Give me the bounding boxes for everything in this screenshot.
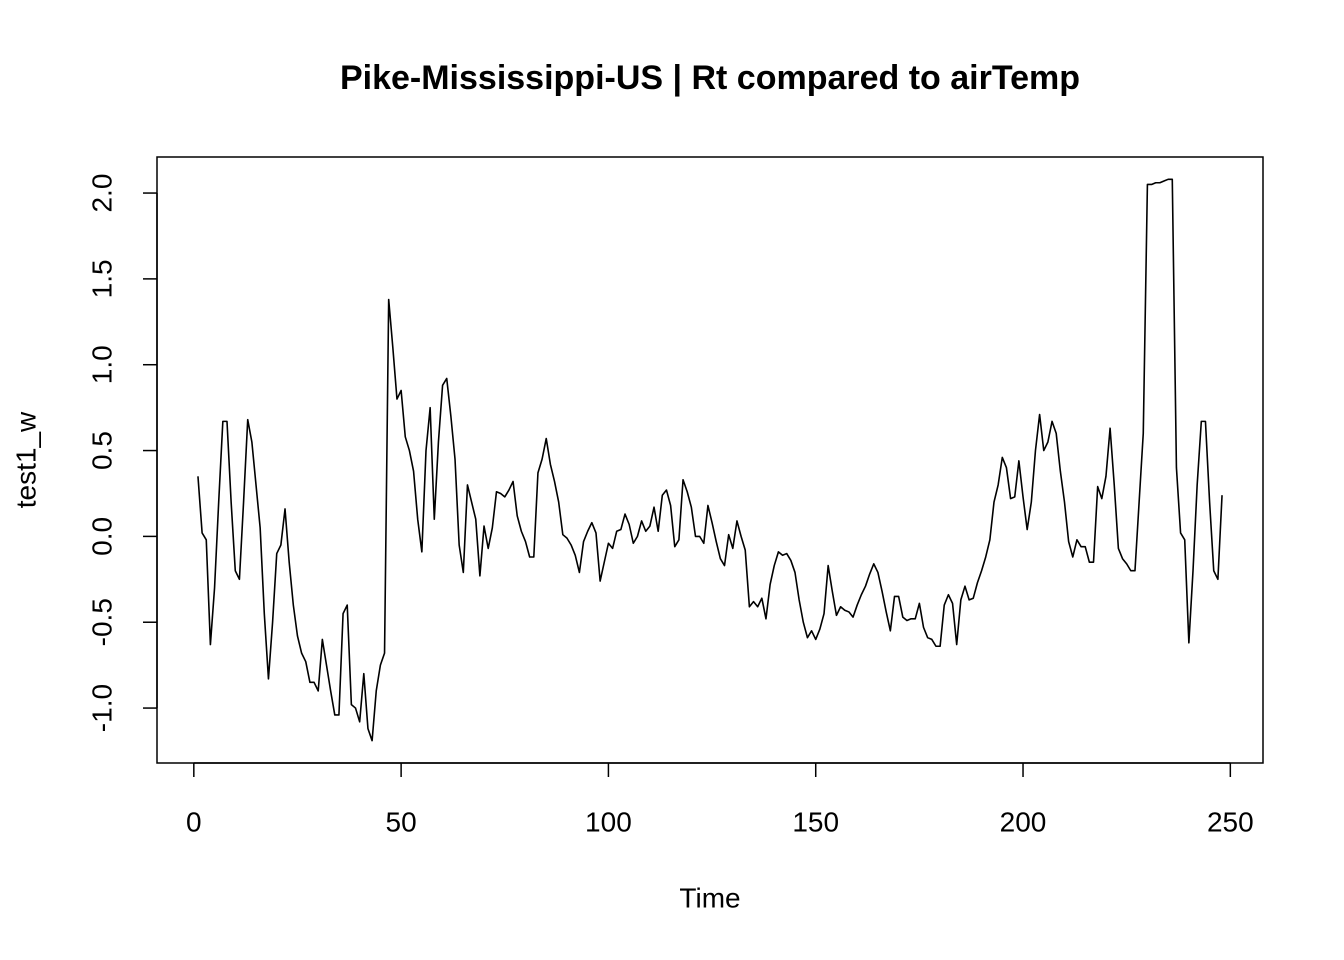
y-axis-label: test1_w	[10, 411, 41, 508]
y-tick-label: 1.0	[86, 345, 117, 384]
y-tick-label: 1.5	[86, 259, 117, 298]
plot-frame	[156, 156, 1264, 764]
y-tick-label: -0.5	[86, 598, 117, 646]
y-tick-label: -1.0	[86, 684, 117, 732]
chart-title: Pike-Mississippi-US | Rt compared to air…	[340, 59, 1080, 97]
data-line	[197, 178, 1223, 742]
x-tick-label: 100	[585, 806, 632, 837]
y-tick-label: 2.0	[86, 174, 117, 213]
x-tick-label: 200	[1000, 806, 1047, 837]
x-tick-label: 0	[186, 806, 202, 837]
x-tick-label: 250	[1207, 806, 1254, 837]
y-tick-label: 0.5	[86, 431, 117, 470]
x-tick-label: 150	[792, 806, 839, 837]
x-axis-label: Time	[679, 882, 740, 913]
x-tick-label: 50	[386, 806, 417, 837]
y-tick-label: 0.0	[86, 517, 117, 556]
